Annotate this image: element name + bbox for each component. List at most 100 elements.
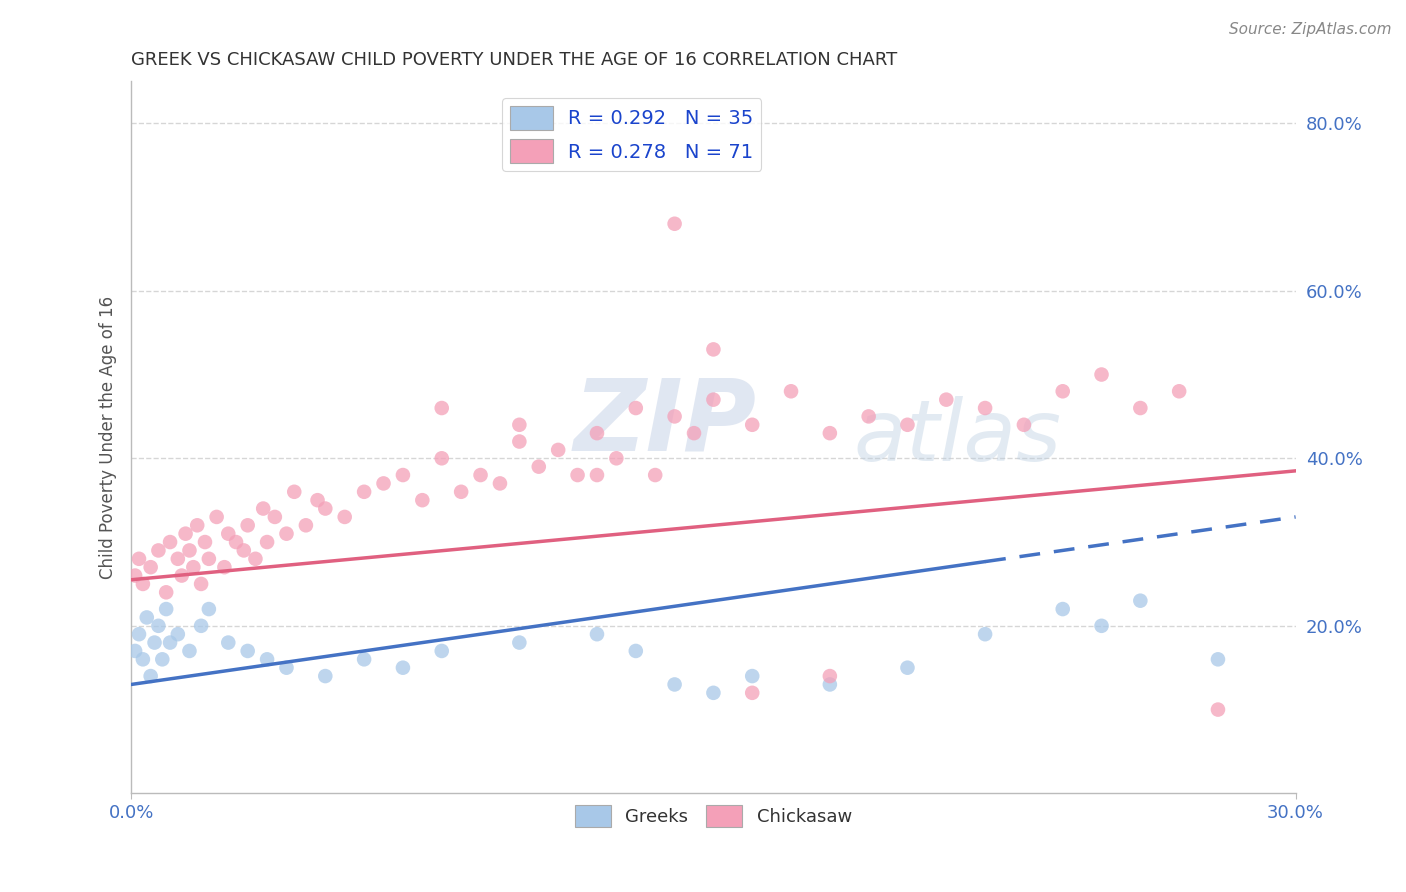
Point: [295, 518, 318, 533]
Point: [586, 426, 609, 441]
Y-axis label: Child Poverty Under the Age of 16: Child Poverty Under the Age of 16: [100, 296, 117, 579]
Point: [128, 551, 150, 566]
Point: [430, 644, 453, 658]
Point: [252, 501, 274, 516]
Point: [148, 543, 170, 558]
Point: [392, 661, 415, 675]
Point: [159, 535, 181, 549]
Point: [1052, 602, 1074, 616]
Point: [702, 392, 724, 407]
Point: [155, 602, 177, 616]
Point: [159, 635, 181, 649]
Point: [139, 669, 162, 683]
Point: [974, 627, 997, 641]
Point: [150, 652, 173, 666]
Point: [896, 661, 918, 675]
Point: [1129, 593, 1152, 607]
Point: [283, 484, 305, 499]
Legend: Greeks, Chickasaw: Greeks, Chickasaw: [568, 797, 859, 834]
Point: [307, 493, 329, 508]
Point: [198, 602, 221, 616]
Point: [179, 543, 201, 558]
Point: [217, 526, 239, 541]
Point: [508, 417, 530, 432]
Point: [314, 501, 336, 516]
Point: [124, 644, 146, 658]
Point: [333, 510, 356, 524]
Point: [411, 493, 433, 508]
Text: ZIP: ZIP: [574, 375, 756, 472]
Point: [508, 434, 530, 449]
Point: [128, 627, 150, 641]
Point: [276, 661, 298, 675]
Point: [741, 686, 763, 700]
Point: [741, 417, 763, 432]
Point: [430, 451, 453, 466]
Point: [256, 652, 278, 666]
Point: [1090, 368, 1112, 382]
Point: [586, 468, 609, 483]
Point: [489, 476, 512, 491]
Point: [935, 392, 957, 407]
Point: [205, 510, 228, 524]
Point: [818, 426, 841, 441]
Point: [392, 468, 415, 483]
Point: [179, 644, 201, 658]
Point: [470, 468, 492, 483]
Point: [214, 560, 236, 574]
Text: GREEK VS CHICKASAW CHILD POVERTY UNDER THE AGE OF 16 CORRELATION CHART: GREEK VS CHICKASAW CHILD POVERTY UNDER T…: [131, 51, 897, 69]
Point: [664, 409, 686, 424]
Point: [276, 526, 298, 541]
Text: atlas: atlas: [853, 396, 1062, 479]
Point: [974, 401, 997, 415]
Point: [139, 560, 162, 574]
Point: [624, 644, 647, 658]
Point: [353, 484, 375, 499]
Point: [314, 669, 336, 683]
Point: [818, 669, 841, 683]
Point: [225, 535, 247, 549]
Point: [547, 442, 569, 457]
Point: [1052, 384, 1074, 399]
Point: [166, 627, 188, 641]
Point: [124, 568, 146, 582]
Point: [170, 568, 193, 582]
Point: [702, 686, 724, 700]
Point: [194, 535, 217, 549]
Point: [527, 459, 550, 474]
Point: [818, 677, 841, 691]
Point: [586, 627, 609, 641]
Point: [1090, 619, 1112, 633]
Text: Source: ZipAtlas.com: Source: ZipAtlas.com: [1229, 22, 1392, 37]
Point: [245, 551, 267, 566]
Point: [190, 619, 212, 633]
Point: [166, 551, 188, 566]
Point: [567, 468, 589, 483]
Point: [1168, 384, 1191, 399]
Point: [155, 585, 177, 599]
Point: [605, 451, 627, 466]
Point: [664, 217, 686, 231]
Point: [450, 484, 472, 499]
Point: [624, 401, 647, 415]
Point: [1206, 652, 1229, 666]
Point: [508, 635, 530, 649]
Point: [132, 577, 155, 591]
Point: [858, 409, 880, 424]
Point: [896, 417, 918, 432]
Point: [190, 577, 212, 591]
Point: [198, 551, 221, 566]
Point: [236, 644, 259, 658]
Point: [183, 560, 205, 574]
Point: [683, 426, 706, 441]
Point: [217, 635, 239, 649]
Point: [143, 635, 166, 649]
Point: [174, 526, 197, 541]
Point: [1012, 417, 1035, 432]
Point: [644, 468, 666, 483]
Point: [664, 677, 686, 691]
Point: [702, 343, 724, 357]
Point: [263, 510, 285, 524]
Point: [148, 619, 170, 633]
Point: [741, 669, 763, 683]
